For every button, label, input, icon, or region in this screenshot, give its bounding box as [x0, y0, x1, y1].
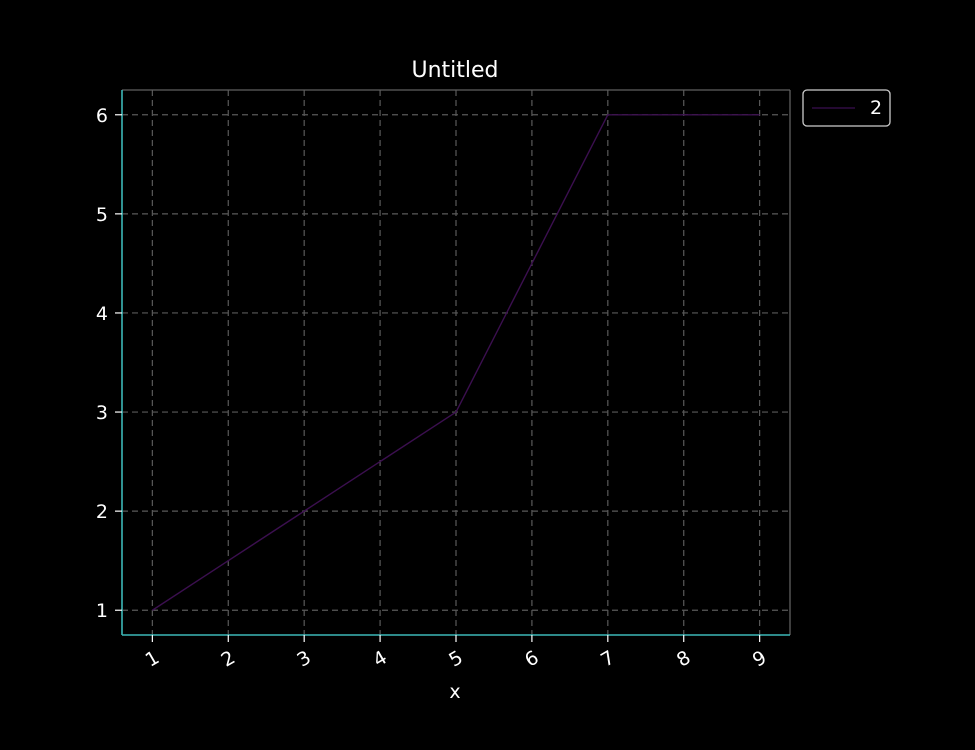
chart-title: Untitled: [411, 58, 498, 83]
series-layer: [151, 114, 760, 611]
y-tick-label: 6: [96, 105, 108, 127]
axes-frame: [115, 89, 791, 642]
y-tick-label: 1: [96, 600, 108, 622]
y-tick-label: 3: [96, 402, 108, 424]
legend-label: 2: [870, 97, 882, 119]
y-tick-labels: 1 2 3 4 5 6: [96, 105, 108, 622]
y-tick-label: 4: [96, 303, 108, 325]
y-tick-label: 5: [96, 204, 108, 226]
legend: 2: [802, 89, 891, 127]
y-tick-label: 2: [96, 501, 108, 523]
x-axis-label: x: [449, 681, 460, 703]
series-line: [151, 114, 760, 611]
